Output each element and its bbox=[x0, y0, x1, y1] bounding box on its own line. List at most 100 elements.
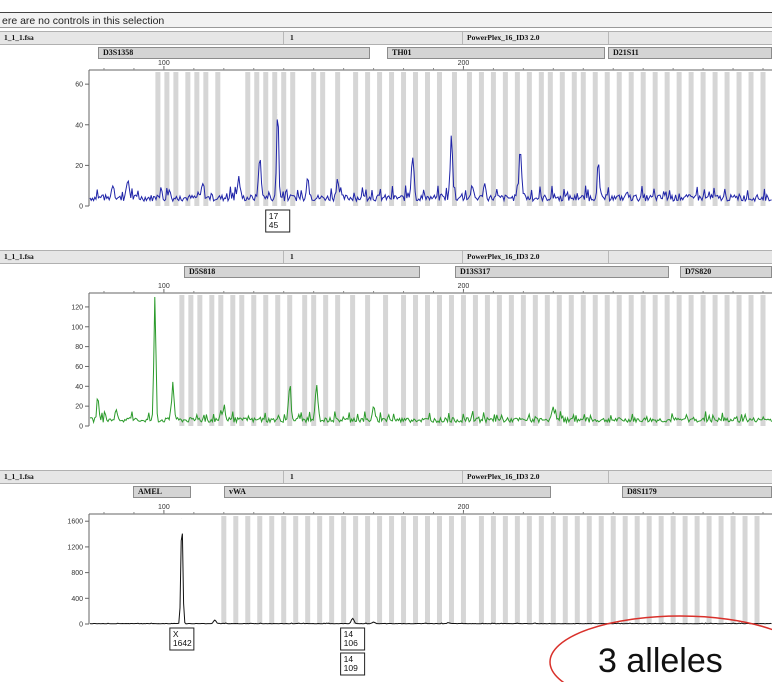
allele-label-text: 17 bbox=[269, 211, 279, 221]
panel-2-file: 1_1_1.fsa bbox=[4, 252, 34, 261]
bin-bar bbox=[460, 516, 466, 624]
bin-bar bbox=[257, 516, 263, 624]
bin-bar bbox=[302, 295, 308, 426]
bin-bar bbox=[652, 72, 658, 206]
bin-bar bbox=[335, 295, 341, 426]
bin-bar bbox=[413, 295, 419, 426]
x-tick-label: 200 bbox=[458, 504, 470, 511]
bin-bar bbox=[484, 295, 490, 426]
bin-bar bbox=[311, 72, 317, 206]
locus-d13s317[interactable]: D13S317 bbox=[455, 266, 669, 278]
panel-1-dye: 1 bbox=[290, 33, 294, 42]
bin-bar bbox=[760, 72, 766, 206]
trace-line bbox=[89, 296, 772, 425]
bin-bar bbox=[478, 72, 484, 206]
bin-bar bbox=[700, 72, 706, 206]
bin-bar bbox=[275, 295, 281, 426]
bin-bar bbox=[365, 295, 371, 426]
bin-bar bbox=[197, 295, 203, 426]
bin-bar bbox=[341, 516, 347, 624]
panel-2-kit: PowerPlex_16_ID3 2.0 bbox=[467, 252, 540, 261]
bin-bar bbox=[502, 516, 508, 624]
bin-bar bbox=[724, 295, 730, 426]
bin-bar bbox=[365, 516, 371, 624]
locus-th01[interactable]: TH01 bbox=[387, 47, 605, 59]
bin-bar bbox=[490, 72, 496, 206]
bin-bar bbox=[712, 72, 718, 206]
allele-label-text: 14 bbox=[344, 654, 354, 664]
bin-bar bbox=[311, 295, 317, 426]
bin-bar bbox=[760, 295, 766, 426]
bin-bar bbox=[254, 72, 260, 206]
bin-bar bbox=[604, 72, 610, 206]
bin-bar bbox=[377, 516, 383, 624]
bin-bar bbox=[640, 295, 646, 426]
bin-bar bbox=[592, 72, 598, 206]
y-tick-label: 100 bbox=[71, 324, 83, 331]
bin-bar bbox=[401, 295, 407, 426]
panel-1-kit: PowerPlex_16_ID3 2.0 bbox=[467, 33, 540, 42]
bin-bar bbox=[670, 516, 676, 624]
bin-bar bbox=[658, 516, 664, 624]
bin-bar bbox=[502, 72, 508, 206]
bin-bar bbox=[215, 72, 221, 206]
bin-bar bbox=[682, 516, 688, 624]
bin-bar bbox=[188, 295, 194, 426]
bin-bar bbox=[389, 72, 395, 206]
bin-bar bbox=[559, 72, 565, 206]
bin-bar bbox=[622, 516, 628, 624]
x-tick-label: 200 bbox=[458, 283, 470, 290]
locus-d21s11[interactable]: D21S11 bbox=[608, 47, 772, 59]
bin-bar bbox=[377, 72, 383, 206]
bin-bar bbox=[550, 516, 556, 624]
x-tick-label: 100 bbox=[158, 60, 170, 67]
bin-bar bbox=[694, 516, 700, 624]
bin-bar bbox=[526, 516, 532, 624]
bin-bar bbox=[748, 295, 754, 426]
bin-bar bbox=[616, 295, 622, 426]
locus-d3s1358[interactable]: D3S1358 bbox=[98, 47, 370, 59]
bin-bar bbox=[329, 516, 335, 624]
bin-bar bbox=[466, 72, 472, 206]
bin-bar bbox=[592, 295, 598, 426]
allele-label-text: 106 bbox=[344, 638, 358, 648]
bin-bar bbox=[628, 72, 634, 206]
bin-bar bbox=[448, 295, 454, 426]
bin-bar bbox=[520, 295, 526, 426]
allele-label-box bbox=[340, 652, 366, 676]
bin-bar bbox=[736, 295, 742, 426]
y-tick-label: 20 bbox=[75, 163, 83, 170]
y-tick-label: 80 bbox=[75, 344, 83, 351]
bin-bar bbox=[269, 516, 275, 624]
bin-bar bbox=[634, 516, 640, 624]
panel-1-header: 1_1_1.fsa 1 PowerPlex_16_ID3 2.0 bbox=[0, 31, 772, 45]
bin-bar bbox=[335, 72, 341, 206]
bin-bar bbox=[164, 72, 170, 206]
bin-bar bbox=[544, 295, 550, 426]
panel-2-header: 1_1_1.fsa 1 PowerPlex_16_ID3 2.0 bbox=[0, 250, 772, 264]
bin-bar bbox=[571, 72, 577, 206]
locus-d7s820[interactable]: D7S820 bbox=[680, 266, 772, 278]
bin-bar bbox=[350, 295, 356, 426]
bin-bar bbox=[718, 516, 724, 624]
bin-bar bbox=[203, 72, 209, 206]
bin-bar bbox=[598, 516, 604, 624]
bin-bar bbox=[532, 295, 538, 426]
bin-bar bbox=[526, 72, 532, 206]
bin-bar bbox=[736, 72, 742, 206]
y-tick-label: 40 bbox=[75, 384, 83, 391]
bin-bar bbox=[263, 295, 269, 426]
locus-vwa[interactable]: vWA bbox=[224, 486, 551, 498]
locus-amel[interactable]: AMEL bbox=[133, 486, 191, 498]
bin-bar bbox=[478, 516, 484, 624]
locus-d5s818[interactable]: D5S818 bbox=[184, 266, 420, 278]
bin-bar bbox=[448, 516, 454, 624]
bin-bar bbox=[221, 516, 227, 624]
y-tick-label: 1200 bbox=[67, 544, 83, 551]
y-tick-label: 400 bbox=[71, 596, 83, 603]
bin-bar bbox=[365, 72, 371, 206]
allele-label-text: 1642 bbox=[173, 638, 192, 648]
bin-bar bbox=[239, 295, 245, 426]
bin-bar bbox=[317, 516, 323, 624]
bin-bar bbox=[616, 72, 622, 206]
